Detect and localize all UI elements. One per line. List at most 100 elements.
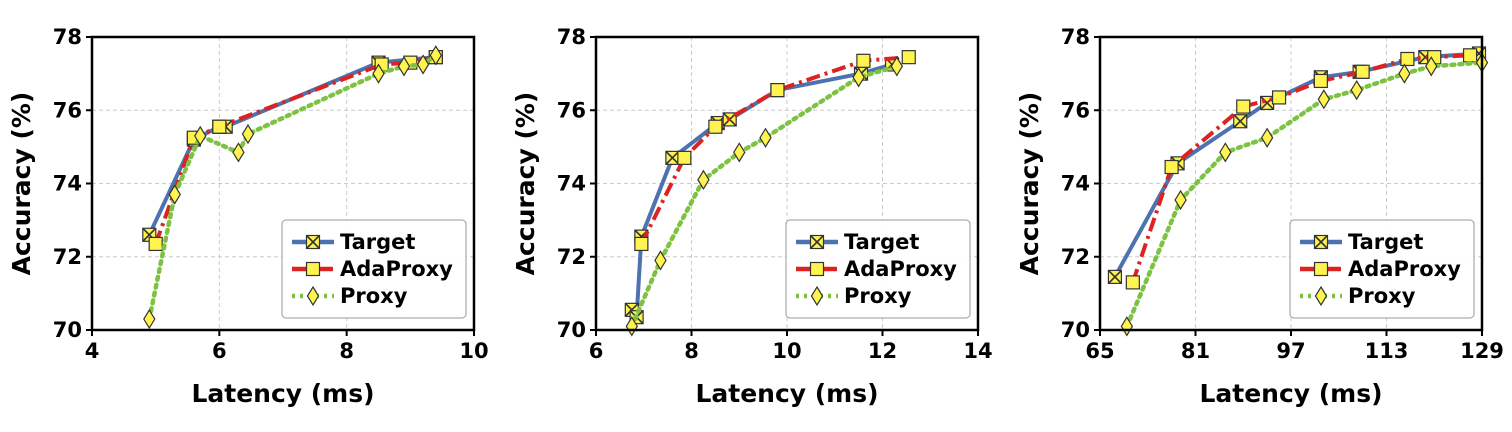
data-point-adaproxy	[1125, 275, 1140, 290]
data-point-target-stroke-b	[142, 227, 157, 242]
data-point-target	[1107, 269, 1123, 284]
legend-label-adaproxy: AdaProxy	[1348, 257, 1461, 281]
data-point-adaproxy	[1355, 64, 1370, 79]
data-point-adaproxy	[1271, 90, 1287, 105]
series-target	[142, 50, 443, 242]
y-axis-title: Accuracy (%)	[511, 92, 540, 276]
data-point-proxy	[654, 250, 667, 271]
legend-label-adaproxy: AdaProxy	[340, 257, 453, 281]
x-tick-label: 14	[963, 339, 992, 363]
series-proxy	[143, 45, 443, 330]
data-point-proxy	[1260, 127, 1274, 148]
x-axis-title: Latency (ms)	[695, 379, 878, 408]
data-point-adaproxy	[1462, 48, 1478, 63]
data-point-proxy	[890, 56, 904, 77]
y-tick-label: 76	[557, 98, 586, 122]
data-point-adaproxy	[901, 50, 916, 65]
y-tick-label: 76	[53, 98, 82, 122]
data-point-adaproxy	[1164, 159, 1179, 175]
y-tick-label: 74	[53, 172, 82, 196]
x-tick-label: 4	[85, 339, 100, 363]
y-tick-label: 70	[53, 318, 82, 342]
series-proxy	[625, 56, 904, 337]
data-point-adaproxy	[856, 53, 871, 68]
data-point-target-stroke-b	[624, 302, 639, 317]
legend: Target AdaProxy Proxy	[785, 219, 971, 319]
y-tick-label: 76	[1061, 98, 1090, 122]
data-point-proxy	[1425, 56, 1438, 77]
data-point-adaproxy	[1400, 51, 1415, 67]
legend-label-target: Target	[844, 230, 919, 254]
data-point-proxy	[697, 169, 710, 190]
data-point-proxy	[143, 308, 156, 330]
y-axis-title: Accuracy (%)	[7, 92, 36, 276]
x-tick-label: 10	[459, 339, 488, 363]
data-point-proxy	[397, 56, 411, 77]
series-line-adaproxy	[153, 55, 437, 245]
x-tick-label: 6	[589, 339, 604, 363]
legend-label-proxy: Proxy	[1348, 284, 1416, 308]
data-point-proxy	[852, 67, 865, 88]
data-point-adaproxy	[634, 236, 649, 252]
data-point-proxy	[241, 123, 255, 145]
legend: Target AdaProxy Proxy	[1289, 219, 1475, 319]
legend-box	[785, 219, 971, 319]
legend-marker-target-stroke-b	[305, 234, 321, 250]
data-point-target	[665, 150, 680, 165]
data-point-adaproxy	[212, 119, 227, 134]
x-tick-label: 129	[1460, 339, 1504, 363]
y-tick-label: 70	[557, 318, 586, 342]
x-tick-label: 65	[1085, 339, 1114, 363]
legend-marker-target-stroke-b	[1313, 234, 1329, 250]
legend-label-target: Target	[340, 230, 415, 254]
x-tick-label: 10	[772, 339, 801, 363]
data-point-target-stroke-b	[1107, 269, 1122, 284]
series-line-adaproxy	[639, 55, 909, 245]
data-point-adaproxy	[708, 119, 723, 134]
data-point-adaproxy	[148, 236, 163, 252]
y-tick-label: 74	[1061, 172, 1090, 196]
y-tick-label: 72	[557, 245, 586, 269]
data-point-proxy	[1219, 142, 1232, 163]
y-tick-label: 70	[1061, 318, 1090, 342]
legend-box	[1289, 219, 1475, 319]
legend-marker-target	[305, 234, 321, 250]
data-point-proxy	[1398, 63, 1411, 84]
y-tick-label: 78	[1061, 25, 1090, 49]
legend-label-adaproxy: AdaProxy	[844, 257, 957, 281]
data-point-adaproxy	[1313, 73, 1328, 89]
chart-panel-3: 70 72 74 76 78 65 81 97 113 129 Latency (ms) Accura…	[1015, 25, 1504, 408]
legend-marker-target-stroke-b	[809, 234, 825, 250]
chart-panel-1: 70 72 74 76 78 4 6 8 10 Latency (ms) Accuracy (%) T…	[7, 25, 489, 408]
legend-box	[281, 219, 467, 319]
data-point-proxy	[1174, 189, 1187, 211]
x-tick-label: 6	[212, 339, 227, 363]
series-adaproxy	[1125, 48, 1478, 290]
x-tick-label: 8	[339, 339, 354, 363]
legend-marker-adaproxy	[305, 261, 321, 277]
legend-label-target: Target	[1348, 230, 1423, 254]
data-point-adaproxy	[677, 150, 692, 165]
legend-marker-adaproxy	[809, 261, 825, 277]
x-tick-label: 113	[1365, 339, 1409, 363]
data-point-target-stroke-b	[665, 150, 680, 165]
x-tick-label: 12	[868, 339, 897, 363]
legend-marker-target	[809, 234, 825, 250]
chart-panel-2: 70 72 74 76 78 6 8 10 12 14 Latency (ms) Accuracy (…	[511, 25, 993, 408]
legend-marker-adaproxy	[1313, 261, 1329, 277]
data-point-target-stroke-b	[1233, 114, 1248, 129]
data-point-target	[1233, 114, 1248, 129]
x-tick-label: 81	[1181, 339, 1210, 363]
legend-label-proxy: Proxy	[844, 284, 912, 308]
data-point-proxy	[194, 125, 207, 147]
data-point-adaproxy	[770, 83, 785, 98]
x-axis-title: Latency (ms)	[191, 379, 374, 408]
data-point-proxy	[429, 45, 443, 66]
legend: Target AdaProxy Proxy	[281, 219, 467, 319]
y-tick-label: 74	[557, 172, 586, 196]
legend-marker-proxy	[1314, 285, 1328, 307]
data-point-proxy	[168, 184, 181, 205]
series-adaproxy	[634, 50, 916, 252]
y-tick-label: 78	[557, 25, 586, 49]
